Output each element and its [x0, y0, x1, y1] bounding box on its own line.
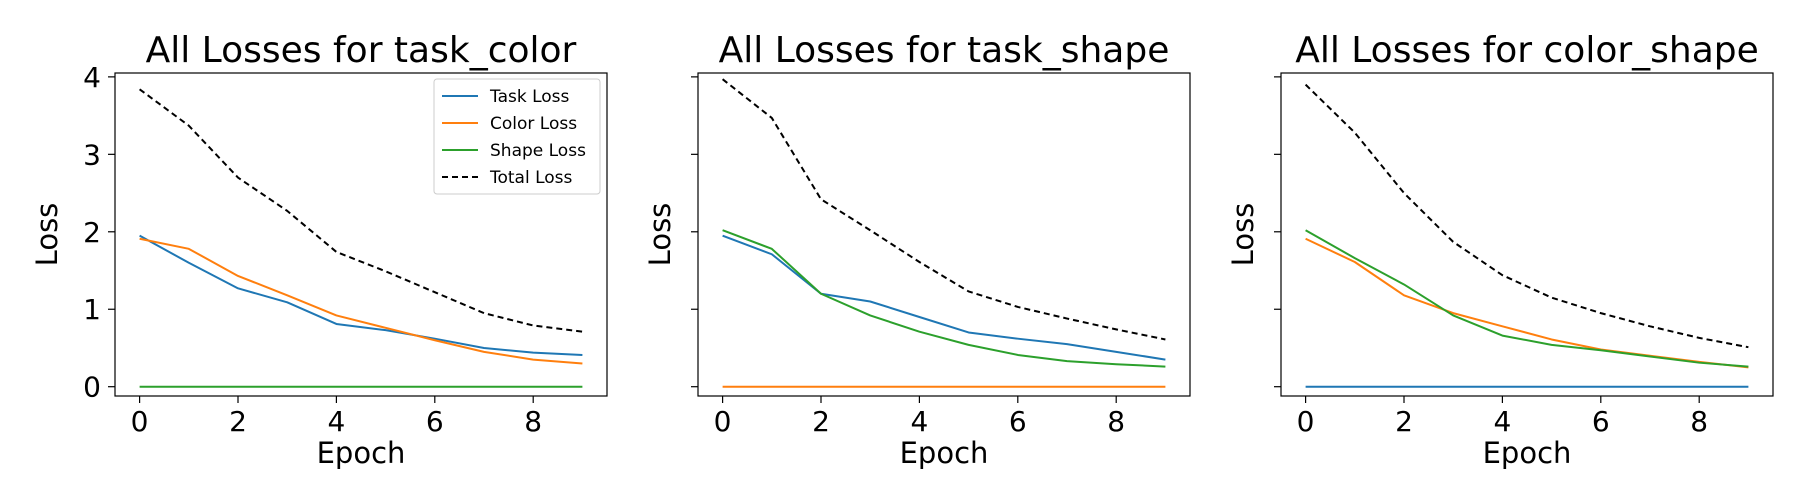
y-axis-label: Loss	[30, 203, 64, 267]
x-tick-label: 4	[1493, 405, 1511, 438]
legend-entry-label: Task Loss	[489, 87, 570, 107]
series-line-task-loss	[722, 234, 1166, 361]
y-tick-label: 2	[83, 216, 101, 249]
legend-entry-label: Color Loss	[490, 114, 577, 134]
x-tick-label: 4	[910, 405, 928, 438]
x-tick-label: 0	[131, 405, 149, 438]
legend-entry-label: Shape Loss	[490, 141, 586, 161]
x-axis-label: Epoch	[1483, 436, 1572, 470]
y-tick-label: 1	[83, 293, 101, 326]
axes-frame	[1280, 72, 1774, 397]
legend-box	[433, 78, 601, 195]
x-axis-label: Epoch	[317, 436, 406, 470]
series-line-shape-loss	[1305, 229, 1749, 368]
x-axis-label: Epoch	[900, 436, 989, 470]
y-axis-label: Loss	[643, 203, 677, 267]
x-tick-label: 6	[426, 405, 444, 438]
x-tick-label: 2	[229, 405, 247, 438]
chart-panel-1: All Losses for task_shape 0 2 4 6 8 Epoch Loss	[643, 30, 1191, 470]
x-tick-label: 0	[1297, 405, 1315, 438]
x-tick-label: 2	[1395, 405, 1413, 438]
series-line-total-loss	[1304, 83, 1749, 349]
axes-frame	[114, 72, 608, 397]
legend-entry-label: Total Loss	[489, 168, 573, 188]
chart-title: All Losses for color_shape	[1295, 30, 1759, 71]
chart-panel-2: All Losses for color_shape 0 2 4 6 8 Epoch Loss	[1226, 30, 1774, 470]
chart-title: All Losses for task_shape	[719, 30, 1170, 71]
y-tick-label: 4	[83, 61, 101, 94]
x-tick-label: 8	[1690, 405, 1708, 438]
y-tick-label: 0	[83, 371, 101, 404]
series-line-task-loss	[139, 234, 583, 356]
x-tick-label: 4	[327, 405, 345, 438]
series-line-total-loss	[139, 88, 583, 333]
chart-title: All Losses for task_color	[146, 30, 577, 71]
y-axis-label: Loss	[1226, 203, 1260, 267]
series-line-total-loss	[721, 78, 1166, 341]
series-line-color-loss	[139, 237, 583, 365]
x-tick-label: 6	[1009, 405, 1027, 438]
y-tick-label: 3	[83, 138, 101, 171]
series-line-shape-loss	[722, 229, 1166, 368]
x-tick-label: 0	[714, 405, 732, 438]
x-tick-label: 8	[524, 405, 542, 438]
x-tick-label: 6	[1592, 405, 1610, 438]
axes-frame	[697, 72, 1191, 397]
legend: Task Loss Color Loss Shape Loss Total Loss	[433, 78, 601, 195]
x-tick-label: 2	[812, 405, 830, 438]
x-tick-label: 8	[1107, 405, 1125, 438]
